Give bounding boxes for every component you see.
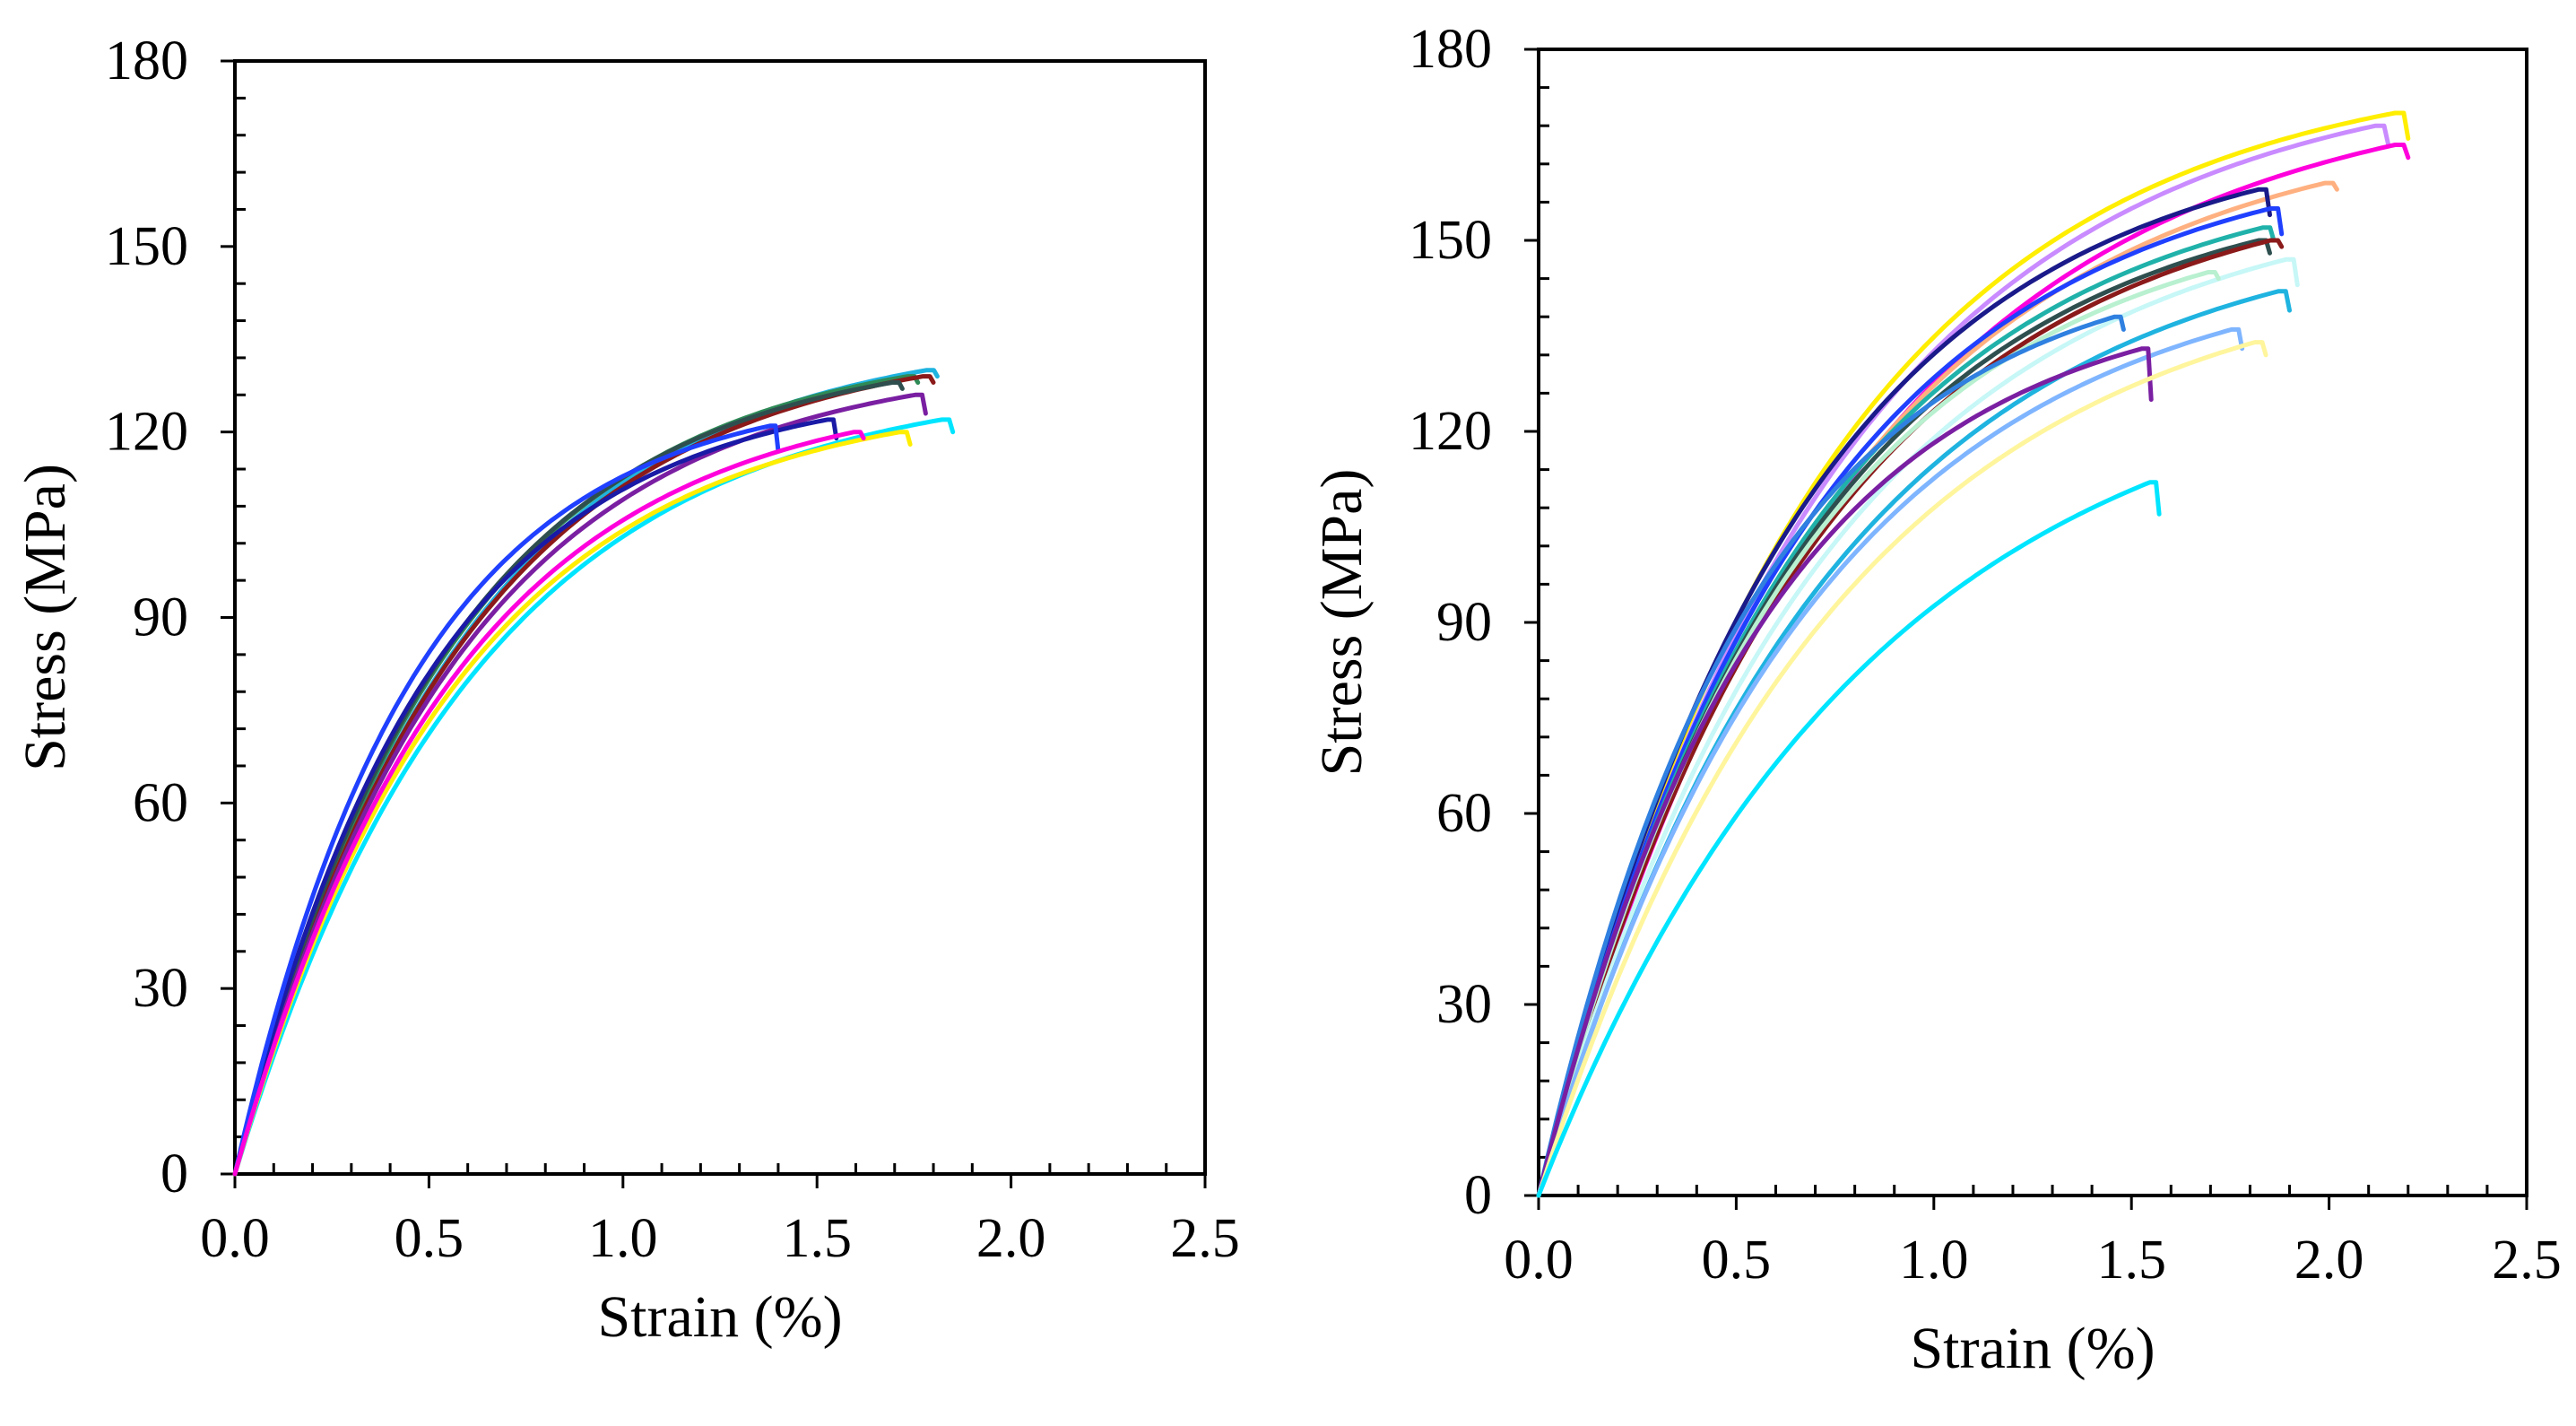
right-y-tick-label: 60 — [1436, 783, 1492, 844]
right-series-r1 — [1536, 110, 2411, 1198]
right-series-r6 — [1536, 206, 2285, 1198]
left-y-axis-label: Stress (MPa) — [13, 464, 78, 771]
left-plot-frame — [233, 59, 1207, 1176]
left-y-tick-label: 180 — [105, 30, 188, 91]
right-x-tick-label: 0.5 — [1702, 1230, 1772, 1291]
left-x-tick-label: 2.5 — [1170, 1208, 1240, 1269]
right-series-r13 — [1536, 314, 2126, 1198]
left-x-tick-label: 1.5 — [782, 1208, 852, 1269]
right-x-tick-label: 2.5 — [2492, 1230, 2562, 1291]
left-series-s4 — [232, 380, 905, 1177]
left-series-s1 — [232, 368, 940, 1177]
right-y-tick-label: 150 — [1409, 210, 1492, 271]
right-plot-frame — [1537, 48, 2528, 1197]
left-series-s10 — [232, 430, 866, 1177]
right-series-r9 — [1536, 238, 2285, 1198]
left-y-tick-label: 60 — [133, 772, 188, 833]
right-series-r15 — [1536, 346, 2154, 1198]
right-x-tick-label: 1.5 — [2096, 1230, 2166, 1291]
right-y-axis-label: Stress (MPa) — [1309, 469, 1375, 777]
right-chart: 0.0 0.5 1.0 1.5 2.0 2.5 0 30 60 90 120 150 180 Strain… — [1309, 19, 2562, 1381]
left-series-s2 — [232, 374, 921, 1177]
left-x-tick-label: 1.0 — [588, 1208, 658, 1269]
left-y-tick-label: 120 — [105, 402, 188, 463]
left-x-tick-label: 2.0 — [976, 1208, 1046, 1269]
right-series-r5 — [1536, 187, 2272, 1198]
right-x-tick-label: 2.0 — [2294, 1230, 2364, 1291]
right-y-tick-label: 0 — [1464, 1165, 1492, 1226]
left-x-tick-label: 0.5 — [395, 1208, 464, 1269]
right-series-r2 — [1536, 123, 2391, 1198]
right-y-tick-label: 90 — [1436, 592, 1492, 653]
left-y-tick-label: 0 — [160, 1143, 188, 1204]
left-x-axis-label: Strain (%) — [597, 1284, 842, 1350]
right-series-r17 — [1536, 480, 2162, 1198]
left-chart: 0.0 0.5 1.0 1.5 2.0 2.5 0 30 60 90 120 150 180 Strain… — [13, 30, 1240, 1350]
right-x-tick-label: 0.0 — [1504, 1230, 1574, 1291]
right-y-tick-label: 120 — [1409, 401, 1492, 462]
left-y-tick-label: 30 — [133, 958, 188, 1019]
right-x-tick-label: 1.0 — [1899, 1230, 1969, 1291]
left-series-s9 — [232, 430, 913, 1177]
right-y-tick-label: 180 — [1409, 19, 1492, 80]
left-series-s5 — [232, 392, 928, 1177]
right-y-tick-label: 30 — [1436, 974, 1492, 1035]
left-y-tick-label: 150 — [105, 216, 188, 277]
left-series-s7 — [232, 423, 781, 1177]
left-series-s8 — [232, 417, 956, 1177]
right-series-r16 — [1536, 340, 2268, 1198]
right-x-axis-label: Strain (%) — [1910, 1316, 2155, 1381]
left-x-tick-label: 0.0 — [200, 1208, 270, 1269]
left-series-s6 — [232, 417, 839, 1177]
left-y-tick-label: 90 — [133, 587, 188, 648]
right-series-r14 — [1536, 326, 2245, 1198]
